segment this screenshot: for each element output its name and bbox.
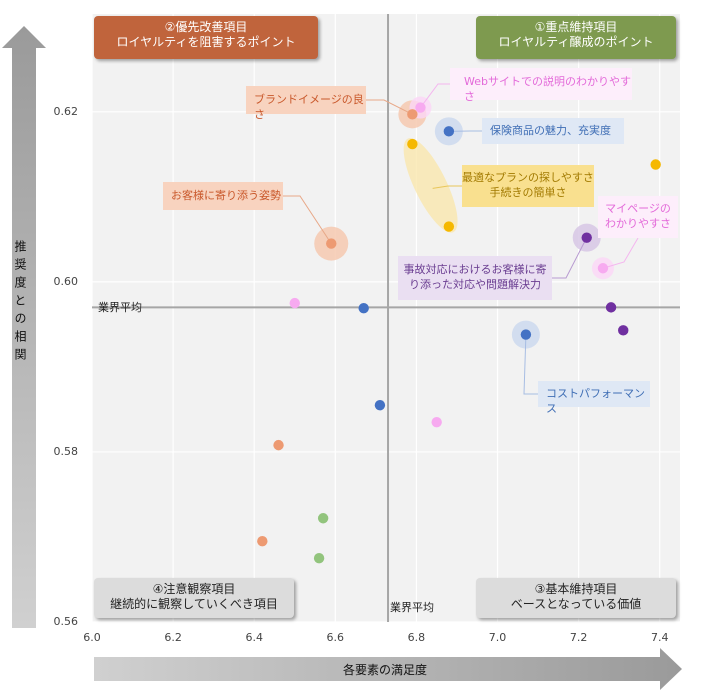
data-point-purple-2 <box>618 325 629 336</box>
data-point-pink-3 <box>431 416 442 428</box>
data-point-purple-0 <box>581 232 592 243</box>
x-tick-label: 6.2 <box>164 631 182 644</box>
annotation-plan-line1: 最適なプランの探しやすさ <box>462 171 594 184</box>
connector-web <box>420 83 450 108</box>
data-point-blue-2 <box>374 399 386 411</box>
x-axis-arrow <box>94 648 682 690</box>
quadrant-label-q3: ③基本維持項目 ベースとなっている価値 <box>476 578 676 618</box>
x-tick-label: 7.2 <box>569 631 588 644</box>
data-point-blue-1 <box>358 303 369 314</box>
x-tick-label: 6.8 <box>407 631 426 644</box>
annotation-customer-attitude: お客様に寄り添う姿勢 <box>163 182 283 210</box>
data-point-green-0 <box>317 513 329 524</box>
data-point-yellow-0 <box>407 138 418 150</box>
annotation-brand-image: ブランドイメージの良さ <box>246 86 366 121</box>
annotation-mypage-line2: わかりやすさ <box>605 217 671 230</box>
data-point-orange-salmon-0 <box>407 109 418 120</box>
y-axis-label: 推奨度との相関 <box>13 240 27 366</box>
quadrant-q3-subtitle: ベースとなっている価値 <box>510 597 642 611</box>
data-point-orange-salmon-2 <box>273 439 284 451</box>
connector-okyaku <box>283 195 332 244</box>
annotation-accident-response: 事故対応におけるお客様に寄 り添った対応や問題解決力 <box>398 256 552 300</box>
plan-highlight-ellipse <box>403 138 458 233</box>
x-tick-label: 7.0 <box>488 631 507 644</box>
data-point-yellow-2 <box>650 159 661 170</box>
quadrant-q2-title: ②優先改善項目 <box>164 20 248 34</box>
connector-mypage <box>602 237 639 269</box>
quadrant-label-q2: ②優先改善項目 ロイヤルティを阻害するポイント <box>94 16 318 59</box>
x-tick-label: 7.4 <box>650 631 669 644</box>
data-point-yellow-1 <box>443 221 455 232</box>
quadrant-q1-subtitle: ロイヤルティ醸成のポイント <box>498 35 654 49</box>
plot-area <box>92 14 680 622</box>
quadrant-q3-title: ③基本維持項目 <box>534 582 618 596</box>
connector-plan <box>432 185 462 189</box>
data-point-pink-1 <box>597 263 609 274</box>
data-point-purple-1 <box>605 302 617 313</box>
data-point-green-1 <box>313 553 325 564</box>
annotation-web-clarity: Webサイトでの説明のわかりやすさ <box>450 68 632 103</box>
x-tick-label: 6.4 <box>245 631 263 644</box>
y-axis-arrow <box>2 26 46 628</box>
quadrant-q4-title: ④注意観察項目 <box>152 582 236 596</box>
industry-average-label-horizontal: 業界平均 <box>98 301 142 314</box>
connector-brand <box>366 99 413 115</box>
annotation-mypage-line1: マイページの <box>605 202 671 215</box>
data-point-orange-salmon-3 <box>257 536 268 547</box>
annotation-cost-performance: コストパフォーマンス <box>538 381 650 415</box>
annotation-product-appeal: 保険商品の魅力、充実度 <box>482 118 624 144</box>
y-tick-label: 0.60 <box>53 274 79 288</box>
x-tick-label: 6.6 <box>326 631 345 644</box>
x-axis-label: 各要素の満足度 <box>342 663 427 677</box>
annotation-mypage: マイページの わかりやすさ <box>598 196 678 238</box>
quadrant-q4-subtitle: 継続的に観察していくべき項目 <box>110 597 278 611</box>
data-point-blue-3 <box>520 329 532 340</box>
x-tick-label: 6.0 <box>83 631 101 644</box>
y-tick-label: 0.56 <box>53 615 79 628</box>
connector-cost <box>523 334 538 395</box>
industry-average-label-vertical: 業界平均 <box>390 601 434 614</box>
quadrant-q2-subtitle: ロイヤルティを阻害するポイント <box>116 35 296 49</box>
data-point-pink-2 <box>289 297 300 309</box>
annotation-accident-line2: り添った対応や問題解決力 <box>409 278 541 291</box>
data-point-blue-0 <box>443 126 455 137</box>
quadrant-label-q4: ④注意観察項目 継続的に観察していくべき項目 <box>94 578 294 618</box>
annotation-plan-line2: 手続きの簡単さ <box>489 186 567 199</box>
quadrant-q1-title: ①重点維持項目 <box>534 20 618 34</box>
y-tick-label: 0.62 <box>53 104 79 118</box>
quadrant-label-q1: ①重点維持項目 ロイヤルティ醸成のポイント <box>476 16 676 59</box>
data-point-orange-salmon-1 <box>326 238 337 249</box>
annotation-plan-search: 最適なプランの探しやすさ 手続きの簡単さ <box>462 165 594 207</box>
y-tick-label: 0.58 <box>53 444 79 458</box>
annotation-accident-line1: 事故対応におけるお客様に寄 <box>403 263 547 276</box>
data-point-pink-0 <box>415 102 426 113</box>
connector-jiko <box>552 237 588 279</box>
